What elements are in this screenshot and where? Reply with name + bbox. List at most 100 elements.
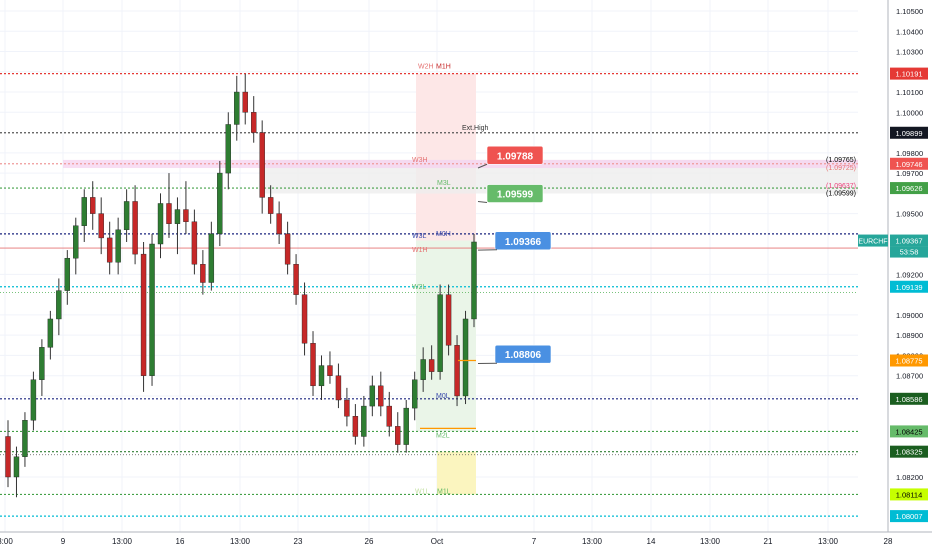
price-level-tag: [890, 392, 928, 405]
demand-zone: [437, 451, 476, 495]
candle-body: [378, 385, 384, 407]
zone-label: W3H: [412, 157, 428, 164]
price-tick-label: 1.09800: [896, 149, 923, 158]
countdown-tag: [890, 246, 928, 258]
candle-body: [90, 197, 96, 214]
levels: [0, 73, 858, 517]
price-level-tag: [890, 510, 928, 523]
price-level-tag: [890, 157, 928, 170]
zone-label: M2L: [436, 432, 450, 439]
time-tick-label: 13:00: [818, 537, 839, 546]
callout-text: 1.09599: [497, 190, 534, 201]
candle-body: [318, 365, 325, 387]
price-tick-label: 1.09500: [896, 210, 923, 219]
time-tick-label: 13:00: [582, 537, 603, 546]
price-tick-label: 1.10300: [896, 48, 923, 57]
candle-body: [225, 124, 231, 174]
countdown-text: 53:58: [900, 248, 919, 257]
price-level-tag: [890, 280, 928, 293]
zone-labels: W2H M1H W3H M3L W3L M0H W1H W2L M0L M2L W1L M1L: [412, 64, 451, 496]
zone-label: M0H: [436, 231, 451, 238]
candle-body: [81, 197, 87, 226]
time-axis[interactable]: 3:00 9 13:00 16 13:00 23 26 Oct 7 13:00 14 13:00 21 1…: [0, 531, 932, 546]
candle-body: [174, 209, 181, 224]
price-level-tag-text: 1.09899: [895, 129, 922, 138]
price-level-tag: [890, 425, 928, 438]
candle-body: [301, 294, 308, 344]
candle-body: [64, 257, 71, 291]
price-callout[interactable]: 1.09366: [494, 231, 552, 251]
time-tick-label: 13:00: [230, 537, 251, 546]
candle-body: [267, 197, 274, 214]
candle-body: [310, 343, 316, 387]
time-tick-label: 26: [365, 537, 374, 546]
time-tick-label: 13:00: [700, 537, 721, 546]
candle-body: [234, 91, 240, 125]
price-level-tag: [890, 354, 928, 367]
callout-text: 1.09788: [497, 151, 534, 162]
price-level-tag-text: 1.09746: [895, 160, 922, 169]
price-level-tag-text: 1.09139: [895, 283, 922, 292]
time-tick-label: 7: [532, 537, 537, 546]
annotation-label: (1.09725): [826, 165, 856, 172]
candle-body: [5, 436, 11, 478]
callout-pointer: [477, 200, 488, 204]
zone-label: M1H: [436, 64, 451, 71]
candle-body: [149, 243, 155, 376]
candle-body: [39, 347, 45, 380]
candle-body: [140, 253, 147, 376]
candle-body: [191, 221, 198, 265]
time-tick-label: 28: [884, 537, 893, 546]
candle-body: [386, 405, 392, 427]
price-tick-label: 1.10100: [896, 88, 923, 97]
candle-body: [344, 399, 350, 417]
candle-body: [454, 345, 460, 397]
time-tick-label: 13:00: [112, 537, 133, 546]
price-level-tag-text: 1.08007: [895, 512, 922, 521]
time-tick-label: 3:00: [0, 537, 13, 546]
price-tick-label: 1.09700: [896, 169, 923, 178]
price-level-tag: [890, 67, 928, 80]
callout-text: 1.09366: [505, 237, 542, 248]
candle-body: [293, 264, 299, 295]
candle-body: [123, 201, 130, 231]
candle-body: [30, 379, 37, 421]
price-axis[interactable]: 1.105001.104001.103001.102001.101001.100…: [858, 0, 928, 532]
candle-body: [259, 132, 265, 198]
candle-body: [420, 359, 426, 380]
price-level-tag-text: 1.09626: [895, 184, 922, 193]
callout-box: [486, 145, 544, 165]
price-callout[interactable]: 1.08806: [494, 344, 552, 364]
annotation-label: (1.09599): [826, 191, 856, 198]
price-level-tag: [890, 182, 928, 195]
candle-body: [395, 426, 401, 445]
candle-body: [327, 365, 333, 376]
price-level-tag-text: 1.08114: [896, 490, 923, 499]
price-level-tag: [890, 445, 928, 458]
symbol-tag: [858, 234, 888, 247]
candle-body: [106, 237, 113, 263]
zone-label: W1H: [412, 247, 428, 254]
candle-body: [284, 233, 291, 265]
price-tick-label: 1.09000: [896, 311, 923, 320]
time-tick-label: 9: [61, 537, 66, 546]
price-level-tag: [890, 488, 928, 501]
candle-body: [13, 456, 20, 478]
time-tick-label: 23: [294, 537, 303, 546]
annotations: Ext.High (1.09765)(1.09725) (1.09637)(1.09…: [462, 125, 856, 198]
price-callout[interactable]: 1.09599: [486, 184, 544, 203]
price-callout[interactable]: 1.09788: [486, 145, 544, 165]
candle-body: [471, 241, 477, 320]
price-level-tag: [890, 126, 928, 139]
candle-body: [462, 318, 469, 397]
price-level-tag-text: 1.08586: [895, 395, 922, 404]
candles: [5, 73, 477, 498]
resistance-zone: [416, 73, 476, 241]
price-level-tag-text: 1.09367: [895, 237, 922, 246]
candle-body: [361, 405, 367, 437]
candle-body: [445, 294, 452, 346]
candle-body: [369, 385, 376, 407]
price-tick-label: 1.10000: [896, 108, 923, 117]
price-level-tag-text: 1.08325: [895, 448, 922, 457]
